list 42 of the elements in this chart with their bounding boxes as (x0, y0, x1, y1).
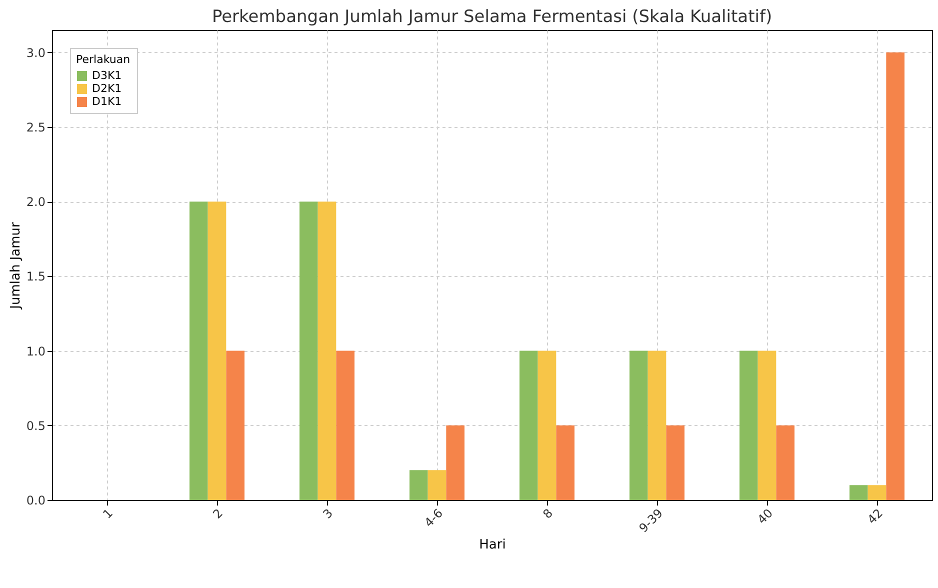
y-tick-label: 1.0 (26, 344, 46, 358)
bar (630, 350, 648, 500)
x-tick-label: 40 (754, 506, 776, 527)
bar (776, 425, 794, 500)
bar (538, 350, 556, 500)
x-tick-label: 42 (864, 506, 886, 527)
bar (666, 425, 684, 500)
x-tick-label: 4-6 (422, 506, 446, 530)
bar (208, 202, 226, 500)
y-tick-label: 1.5 (26, 270, 46, 284)
bar (410, 470, 428, 500)
bar (886, 52, 904, 500)
bar (336, 350, 354, 500)
bar (226, 350, 244, 500)
y-tick-label: 2.0 (26, 195, 46, 210)
x-axis-title: Hari (479, 538, 506, 553)
bar (758, 350, 776, 500)
legend-label: D3K1 (92, 69, 122, 82)
legend-title: Perlakuan (76, 53, 130, 66)
x-tick-label: 3 (320, 506, 336, 522)
y-axis-title: Jumlah Jamur (8, 221, 24, 310)
x-tick-label: 1 (100, 506, 116, 522)
x-tick-label: 8 (540, 506, 556, 522)
bar (740, 350, 758, 500)
bar (446, 425, 464, 500)
y-tick-label: 0.0 (26, 494, 46, 508)
x-tick-label: 2 (210, 506, 226, 522)
chart-title: Perkembangan Jumlah Jamur Selama Fermentasi (Skala Kualitatif) (212, 7, 772, 27)
y-tick-label: 3.0 (26, 46, 46, 60)
y-tick-label: 0.5 (26, 418, 46, 433)
bar (648, 350, 666, 500)
bar (556, 425, 574, 500)
bar (428, 470, 446, 500)
bar (868, 485, 886, 500)
bar (300, 202, 318, 500)
y-tick-label: 2.5 (26, 120, 46, 134)
bar (190, 202, 208, 500)
legend-label: D1K1 (92, 95, 122, 108)
bar (520, 350, 538, 500)
bar (318, 202, 336, 500)
bar (850, 485, 868, 500)
legend-label: D2K1 (92, 82, 122, 95)
